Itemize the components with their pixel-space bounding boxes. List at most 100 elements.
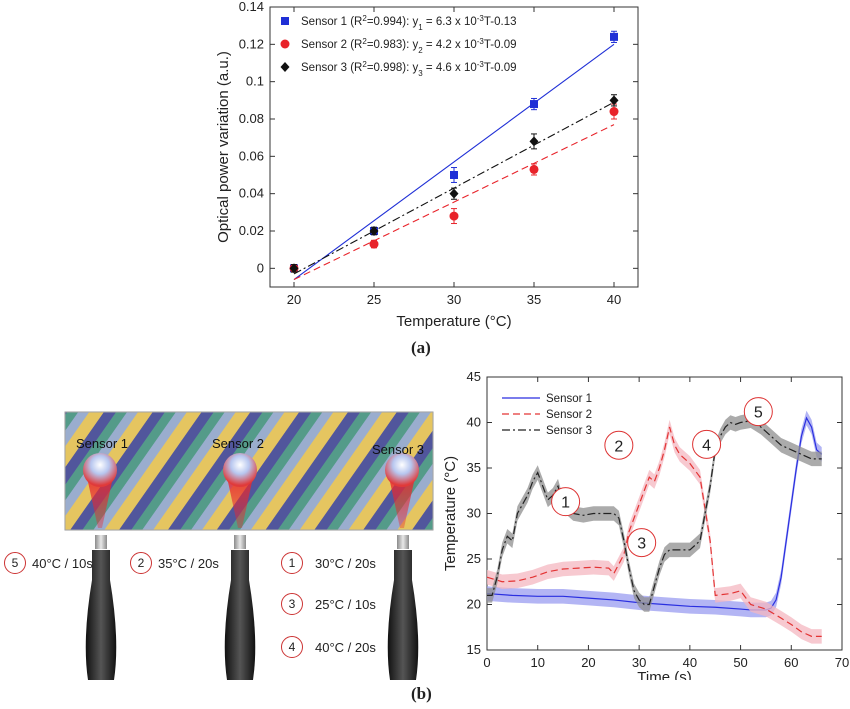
step-callout-2: 2 xyxy=(604,430,634,460)
fit-line xyxy=(293,124,615,281)
y-tick-label: 20 xyxy=(467,597,481,612)
step-1-number: 1 xyxy=(281,552,303,574)
series-line xyxy=(487,420,822,606)
step-callout-3: 3 xyxy=(627,528,657,558)
x-axis-label: Temperature (°C) xyxy=(396,313,511,330)
step-5-text: 40°C / 10s xyxy=(32,555,93,571)
data-point xyxy=(609,95,619,106)
sensor-1-label: Sensor 1 xyxy=(76,436,128,451)
sensor-2-marker: Sensor 2 xyxy=(212,436,264,528)
legend-label: Sensor 3 xyxy=(546,425,592,437)
legend-marker xyxy=(281,17,289,25)
temperature-plot-area: Sensor 1 Sensor 2 Sensor 3 0 10 20 30 40 50 60 70 1… xyxy=(442,369,849,680)
x-tick-label: 30 xyxy=(447,292,461,307)
data-point xyxy=(449,211,459,221)
step-3-label: 3 25°C / 10s xyxy=(281,593,376,615)
legend-marker xyxy=(280,62,290,72)
callout-number: 2 xyxy=(614,438,623,455)
y-tick-label: 0.06 xyxy=(239,148,264,163)
step-callout-5: 5 xyxy=(743,397,773,427)
callout-circle xyxy=(604,430,634,460)
y-tick-label: 15 xyxy=(467,642,481,657)
data-point xyxy=(450,171,458,179)
y-tick-label: 0.02 xyxy=(239,223,264,238)
y-tick-label: 0.1 xyxy=(246,74,264,89)
x-tick-label: 10 xyxy=(530,655,544,670)
step-5-number: 5 xyxy=(4,552,26,574)
step-3-number: 3 xyxy=(281,593,303,615)
data-point xyxy=(529,164,539,174)
step-1-label: 1 30°C / 20s xyxy=(281,552,376,574)
data-point xyxy=(369,226,379,236)
legend-entry: Sensor 3 (R2=0.998): y3 = 4.6 x 10-3T-0.… xyxy=(301,60,517,78)
fit-line xyxy=(293,43,615,280)
step-3-text: 25°C / 10s xyxy=(315,596,376,612)
sensor-photo: Sensor 1 Sensor 2 Sensor 3 xyxy=(0,400,440,690)
sensor-photo-illustration: Sensor 1 Sensor 2 Sensor 3 xyxy=(64,411,434,680)
temp-series-2: Sensor 2 xyxy=(486,409,822,644)
x-tick-label: 70 xyxy=(835,655,849,670)
step-5-label: 5 40°C / 10s xyxy=(4,552,93,574)
y-axis-label: Optical power variation (a.u.) xyxy=(215,51,232,243)
y-tick-label: 0.12 xyxy=(239,36,264,51)
x-tick-label: 25 xyxy=(367,292,381,307)
legend-label: Sensor 2 xyxy=(546,409,592,421)
sensor-3-marker: Sensor 3 xyxy=(372,442,424,528)
step-4-label: 4 40°C / 20s xyxy=(281,636,376,658)
temperature-chart: Sensor 1 Sensor 2 Sensor 3 0 10 20 30 40 50 60 70 1… xyxy=(442,369,849,680)
legend-entry: Sensor 2 (R2=0.983): y2 = 4.2 x 10-3T-0.… xyxy=(301,37,517,55)
sensor-1-marker: Sensor 1 xyxy=(76,436,128,528)
heat-gun-3 xyxy=(387,535,419,680)
data-point xyxy=(609,107,619,117)
data-point xyxy=(449,188,459,199)
callout-circle xyxy=(627,528,657,558)
temp-series-3: Sensor 3 xyxy=(487,413,822,612)
y-tick-label: 0.08 xyxy=(239,111,264,126)
sensor-2-label: Sensor 2 xyxy=(212,436,264,451)
step-1-text: 30°C / 20s xyxy=(315,555,376,571)
x-tick-label: 35 xyxy=(527,292,541,307)
step-4-text: 40°C / 20s xyxy=(315,639,376,655)
data-point xyxy=(610,32,618,41)
x-tick-label: 40 xyxy=(683,655,697,670)
callout-number: 1 xyxy=(561,495,570,512)
y-tick-label: 35 xyxy=(467,460,481,475)
series-line xyxy=(486,426,822,637)
x-tick-label: 20 xyxy=(287,292,301,307)
callout-number: 4 xyxy=(702,437,711,454)
step-2-number: 2 xyxy=(130,552,152,574)
callout-circle xyxy=(692,429,722,459)
x-axis-label: Time (s) xyxy=(637,669,691,680)
x-tick-label: 20 xyxy=(581,655,595,670)
x-tick-label: 30 xyxy=(632,655,646,670)
legend-entry: Sensor 1 (R2=0.994): y1 = 6.3 x 10-3T-0.… xyxy=(301,14,517,32)
panel-label-a: (a) xyxy=(411,338,431,357)
sensor-3-label: Sensor 3 xyxy=(372,442,424,457)
calibration-plot-area: 20 25 30 35 40 0 0.02 0.04 0.06 0.08 0.1 0.12 0.14 Te… xyxy=(215,0,639,330)
legend-label: Sensor 1 xyxy=(546,393,592,405)
heat-gun-2 xyxy=(224,535,256,680)
callout-number: 3 xyxy=(637,536,646,553)
x-tick-label: 0 xyxy=(483,655,490,670)
data-point xyxy=(289,263,299,274)
step-callout-4: 4 xyxy=(692,429,722,459)
heat-gun-1 xyxy=(85,535,117,680)
confidence-band xyxy=(487,410,822,618)
x-tick-label: 60 xyxy=(784,655,798,670)
x-tick-label: 50 xyxy=(733,655,747,670)
calibration-chart: 20 25 30 35 40 0 0.02 0.04 0.06 0.08 0.1 0.12 0.14 Te… xyxy=(215,0,639,330)
callout-number: 5 xyxy=(754,405,763,422)
y-tick-label: 30 xyxy=(467,506,481,521)
callout-circle xyxy=(743,397,773,427)
step-callout-1: 1 xyxy=(551,487,581,517)
data-point xyxy=(529,136,539,147)
y-tick-label: 0.04 xyxy=(239,186,264,201)
y-axis-label: Temperature (°C) xyxy=(442,456,459,571)
confidence-band xyxy=(487,419,822,644)
data-point xyxy=(530,100,538,109)
y-tick-label: 40 xyxy=(467,415,481,430)
data-point xyxy=(369,239,379,249)
series-3: Sensor 3 (R2=0.998): y3 = 4.6 x 10-3T-0.… xyxy=(280,60,619,275)
y-tick-label: 0.14 xyxy=(239,0,264,14)
y-tick-label: 0 xyxy=(257,260,264,275)
